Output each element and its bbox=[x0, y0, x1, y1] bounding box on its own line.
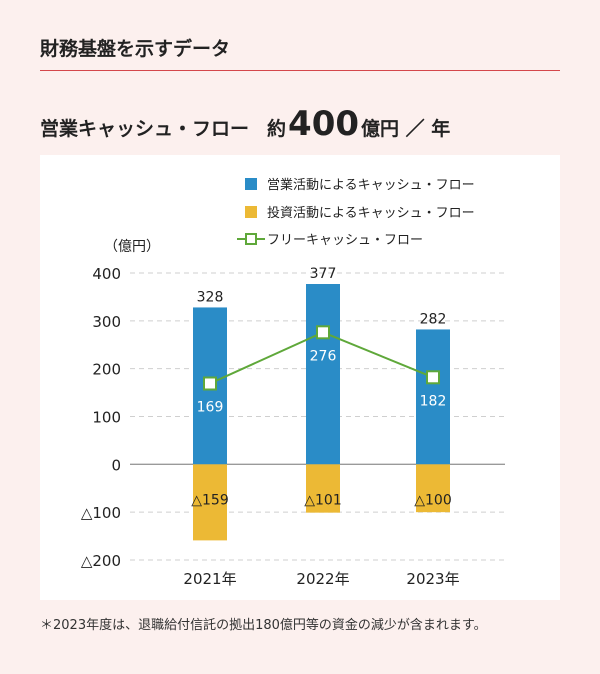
cash-flow-chart: 400 300 200 100 0 △100 △200 （億円） 328 △159 2021年 377… bbox=[81, 177, 505, 588]
legend-fcf-label: フリーキャッシュ・フロー bbox=[267, 233, 423, 248]
x-tick-label: 2021年 bbox=[183, 570, 236, 588]
fcf-point bbox=[203, 376, 217, 391]
fcf-point bbox=[316, 325, 330, 340]
title-divider bbox=[40, 70, 560, 71]
operating-cf-bar bbox=[416, 329, 450, 465]
headline-unit: 億円 ／ 年 bbox=[361, 118, 451, 140]
investing-cf-bar bbox=[193, 464, 227, 541]
headline: 営業キャッシュ・フロー 約 400 億円 ／ 年 bbox=[40, 104, 450, 144]
x-tick-label: 2023年 bbox=[406, 570, 459, 588]
operating-cf-value-label: 282 bbox=[420, 311, 447, 327]
chart-card: 400 300 200 100 0 △100 △200 （億円） 328 △159 2021年 377… bbox=[40, 155, 560, 600]
headline-prefix: 約 bbox=[267, 118, 287, 140]
investing-cf-bar bbox=[416, 464, 450, 513]
legend-operating-label: 営業活動によるキャッシュ・フロー bbox=[267, 177, 475, 193]
y-tick-label: △200 bbox=[81, 552, 121, 570]
y-axis-label: （億円） bbox=[104, 239, 160, 255]
fcf-value-label: 276 bbox=[310, 348, 337, 364]
operating-cf-value-label: 328 bbox=[197, 289, 224, 305]
headline-label: 営業キャッシュ・フロー bbox=[40, 118, 250, 140]
operating-cf-bar bbox=[306, 284, 340, 465]
legend-investing-swatch bbox=[245, 206, 257, 218]
legend-operating-swatch bbox=[245, 178, 257, 190]
y-tick-label: 300 bbox=[92, 313, 121, 331]
investing-cf-bar bbox=[306, 464, 340, 513]
section-title: 財務基盤を示すデータ bbox=[40, 38, 231, 60]
y-tick-label: 400 bbox=[92, 265, 121, 283]
investing-cf-value-label: △159 bbox=[191, 492, 229, 508]
fcf-value-label: 182 bbox=[420, 393, 447, 409]
fcf-point bbox=[426, 370, 440, 385]
fcf-value-label: 169 bbox=[197, 399, 224, 415]
footnote: ＊2023年度は、退職給付信託の拠出180億円等の資金の減少が含まれます。 bbox=[40, 618, 487, 633]
legend-investing-label: 投資活動によるキャッシュ・フロー bbox=[267, 205, 475, 221]
y-tick-label: 200 bbox=[92, 361, 121, 379]
y-tick-label: 100 bbox=[92, 409, 121, 427]
investing-cf-value-label: △100 bbox=[414, 492, 452, 508]
y-tick-label: 0 bbox=[111, 456, 121, 474]
x-tick-label: 2022年 bbox=[296, 570, 349, 588]
y-tick-label: △100 bbox=[81, 504, 121, 522]
headline-value: 400 bbox=[288, 104, 360, 144]
investing-cf-value-label: △101 bbox=[304, 492, 342, 508]
operating-cf-value-label: 377 bbox=[310, 266, 337, 282]
legend-fcf-marker bbox=[245, 233, 257, 245]
